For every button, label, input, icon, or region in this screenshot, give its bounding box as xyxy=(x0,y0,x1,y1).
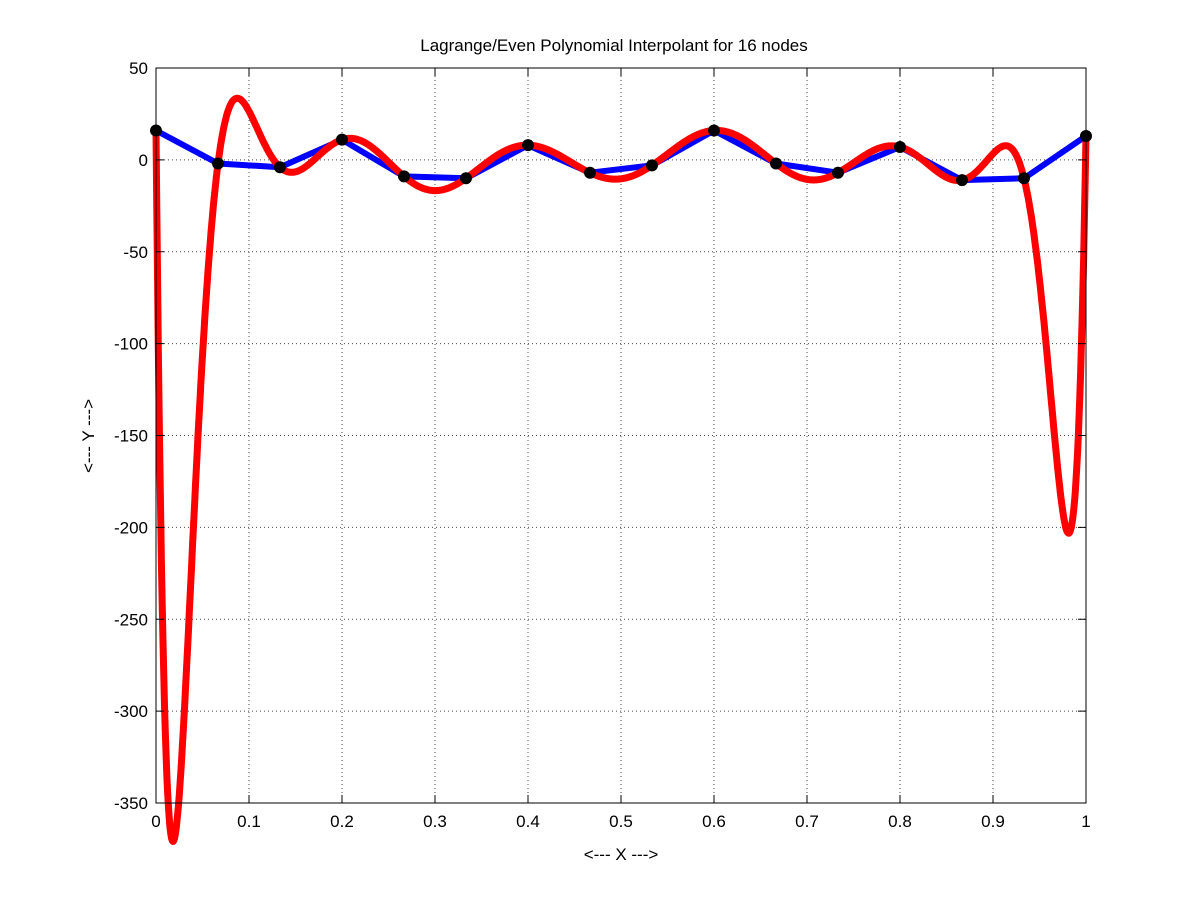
node-marker xyxy=(831,166,844,179)
node-marker xyxy=(1017,172,1030,185)
node-marker xyxy=(273,161,286,174)
node-marker xyxy=(459,172,472,185)
node-marker xyxy=(398,170,411,183)
polynomial-interpolant-line xyxy=(152,94,1090,845)
y-tick-label: -350 xyxy=(114,794,148,813)
node-marker xyxy=(645,159,658,172)
y-axis-label: <--- Y ---> xyxy=(79,399,98,473)
x-tick-label: 0.9 xyxy=(981,812,1005,831)
node-marker xyxy=(894,141,906,154)
y-tick-label: -300 xyxy=(114,702,148,721)
y-tick-label: -100 xyxy=(114,335,148,354)
chart-title: Lagrange/Even Polynomial Interpolant for… xyxy=(420,36,807,55)
y-tick-label: -250 xyxy=(114,610,148,629)
y-tick-label: -50 xyxy=(123,243,148,262)
plot-series xyxy=(150,94,1092,845)
x-tick-label: 0.8 xyxy=(888,812,912,831)
x-axis-label: <--- X ---> xyxy=(584,845,659,864)
x-tick-label: 0.1 xyxy=(237,812,261,831)
grid xyxy=(156,68,1086,803)
node-marker xyxy=(770,157,783,170)
axes xyxy=(155,67,1087,804)
x-tick-label: 0.2 xyxy=(330,812,354,831)
y-tick-label: 0 xyxy=(139,151,148,170)
x-tick-label: 0.7 xyxy=(795,812,819,831)
x-tick-label: 0.6 xyxy=(702,812,726,831)
x-tick-label: 1 xyxy=(1081,812,1090,831)
x-tick-label: 0.4 xyxy=(516,812,540,831)
x-tick-label: 0.3 xyxy=(423,812,447,831)
y-tick-label: -200 xyxy=(114,518,148,537)
node-marker xyxy=(212,157,225,170)
y-tick-label: 50 xyxy=(129,59,148,78)
node-marker xyxy=(336,133,348,146)
node-marker xyxy=(956,174,969,187)
node-marker xyxy=(522,139,534,152)
y-tick-label: -150 xyxy=(114,427,148,446)
x-tick-label: 0 xyxy=(151,812,160,831)
node-marker xyxy=(584,166,597,179)
x-tick-label: 0.5 xyxy=(609,812,633,831)
tick-labels: 0 0.1 0.2 0.3 0.4 0.5 0.6 0.7 0.8 0.9 1 50 0 -50 -100 -… xyxy=(114,59,1091,831)
node-marker xyxy=(708,124,720,137)
